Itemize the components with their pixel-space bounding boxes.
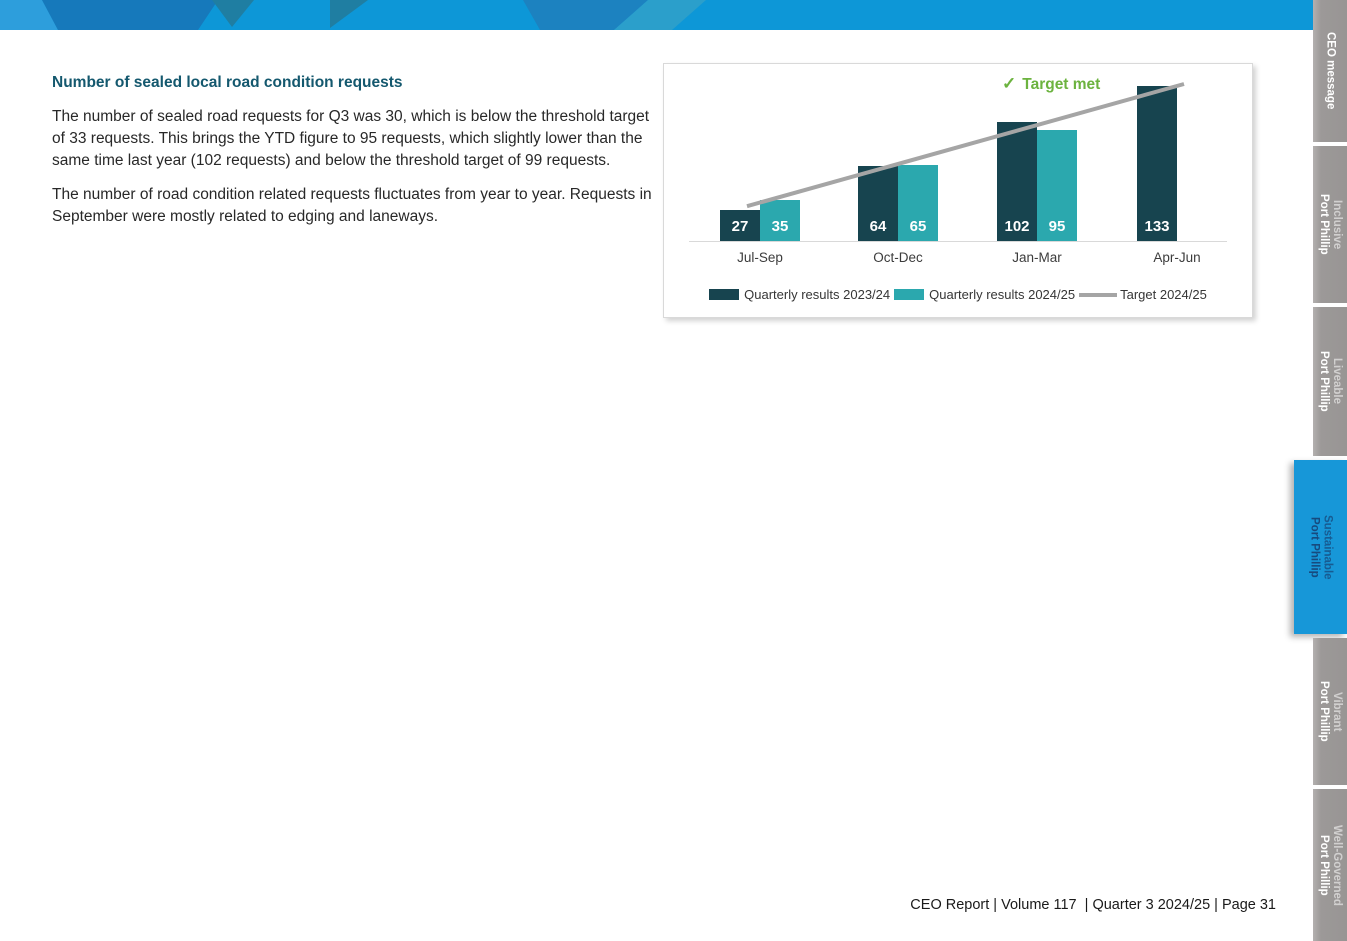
legend-label: Target 2024/25: [1120, 287, 1207, 302]
sidebar-tab-label-line: Port Phillip: [1318, 834, 1330, 896]
sidebar-tab-label: Inclusive Port Phillip: [1317, 194, 1343, 255]
sidebar-tab-label: CEO message: [1324, 32, 1337, 109]
sidebar-tab-label-line: Liveable: [1331, 358, 1343, 405]
article: Number of sealed local road condition re…: [52, 74, 652, 240]
chart-bar: 64: [858, 166, 898, 241]
sidebar-tab-label-line: CEO message: [1324, 32, 1337, 110]
bar-value-label: 133: [1144, 218, 1170, 235]
legend-label: Quarterly results 2023/24: [744, 287, 891, 302]
chart-bar: 65: [898, 165, 938, 241]
sidebar-tab-label-line: Port Phillip: [1318, 351, 1330, 412]
sidebar-tab-vibrant-port-phillip[interactable]: Vibrant Port Phillip: [1313, 638, 1347, 785]
x-axis-label: Oct-Dec: [873, 250, 923, 265]
target-met-annotation: ✓ Target met: [1002, 74, 1100, 94]
bar-value-label: 65: [909, 218, 927, 235]
bar-value-label: 27: [731, 218, 749, 235]
check-icon: ✓: [1002, 74, 1017, 93]
chart-bar: 27: [720, 210, 760, 241]
article-title: Number of sealed local road condition re…: [52, 74, 403, 91]
sidebar-tab-label-line: Port Phillip: [1308, 516, 1321, 578]
chart: 27 35 Jul-Sep 64 65 Oct-Dec 102 95 Jan-Mar 133 Apr…: [663, 63, 1253, 318]
bar-value-label: 102: [1004, 218, 1030, 235]
sidebar-tab-label-line: Port Phillip: [1318, 194, 1330, 255]
legend-color-swatch: [894, 289, 925, 300]
x-axis-label: Jul-Sep: [737, 250, 783, 265]
sidebar-tab-label: Sustainable Port Phillip: [1308, 515, 1334, 580]
x-axis-label: Jan-Mar: [1012, 250, 1062, 265]
sidebar-tab-label-line: Well-Governed: [1331, 824, 1343, 906]
sidebar-tab-label-line: Port Phillip: [1318, 681, 1330, 742]
sidebar-tab-sustainable-port-phillip[interactable]: Sustainable Port Phillip: [1294, 460, 1347, 634]
legend-line-swatch: [1079, 292, 1118, 297]
x-axis-label: Apr-Jun: [1153, 250, 1201, 265]
chart-bar: 95: [1037, 130, 1077, 241]
chart-bar: 102: [997, 122, 1037, 241]
legend-item: Quarterly results 2023/24: [709, 287, 890, 302]
chart-legend: Quarterly results 2023/24 Quarterly resul…: [664, 287, 1252, 302]
legend-label: Quarterly results 2024/25: [929, 287, 1076, 302]
sidebar-tab-ceo-message[interactable]: CEO message: [1313, 0, 1347, 142]
article-paragraph-2: The number of road condition related req…: [52, 186, 652, 225]
chart-bar: 133: [1137, 86, 1177, 241]
article-paragraph-1: The number of sealed road requests for Q…: [52, 108, 650, 169]
sidebar-tab-label: Vibrant Port Phillip: [1317, 681, 1343, 742]
sidebar-tab-inclusive-port-phillip[interactable]: Inclusive Port Phillip: [1313, 146, 1347, 303]
footer-text: CEO Report | Volume 117 | Quarter 3 2024…: [910, 897, 1276, 913]
sidebar-tab-label: Well-Governed Port Phillip: [1317, 825, 1343, 906]
chart-plot-area: 27 35 Jul-Sep 64 65 Oct-Dec 102 95 Jan-Mar 133 Apr…: [664, 64, 1252, 317]
sidebar-tab-label-line: Sustainable: [1321, 514, 1334, 580]
legend-item: Quarterly results 2024/25: [894, 287, 1075, 302]
chart-x-axis-line: [689, 241, 1227, 242]
sidebar-tab-liveable-port-phillip[interactable]: Liveable Port Phillip: [1313, 307, 1347, 456]
target-met-label: Target met: [1022, 76, 1101, 93]
header-band: [0, 0, 1313, 30]
sidebar: CEO message Inclusive Port Phillip Liveable…: [1292, 0, 1347, 941]
sidebar-tab-label-line: Vibrant: [1331, 691, 1343, 732]
sidebar-tab-label-line: Inclusive: [1331, 199, 1343, 250]
legend-item: Target 2024/25: [1079, 287, 1207, 302]
legend-color-swatch: [709, 289, 740, 300]
chart-bar: 35: [760, 200, 800, 241]
bar-value-label: 95: [1048, 218, 1066, 235]
bar-value-label: 35: [771, 218, 789, 235]
sidebar-tab-label: Liveable Port Phillip: [1317, 351, 1343, 412]
bar-value-label: 64: [869, 218, 887, 235]
sidebar-tab-well-governed-port-phillip[interactable]: Well-Governed Port Phillip: [1313, 789, 1347, 941]
